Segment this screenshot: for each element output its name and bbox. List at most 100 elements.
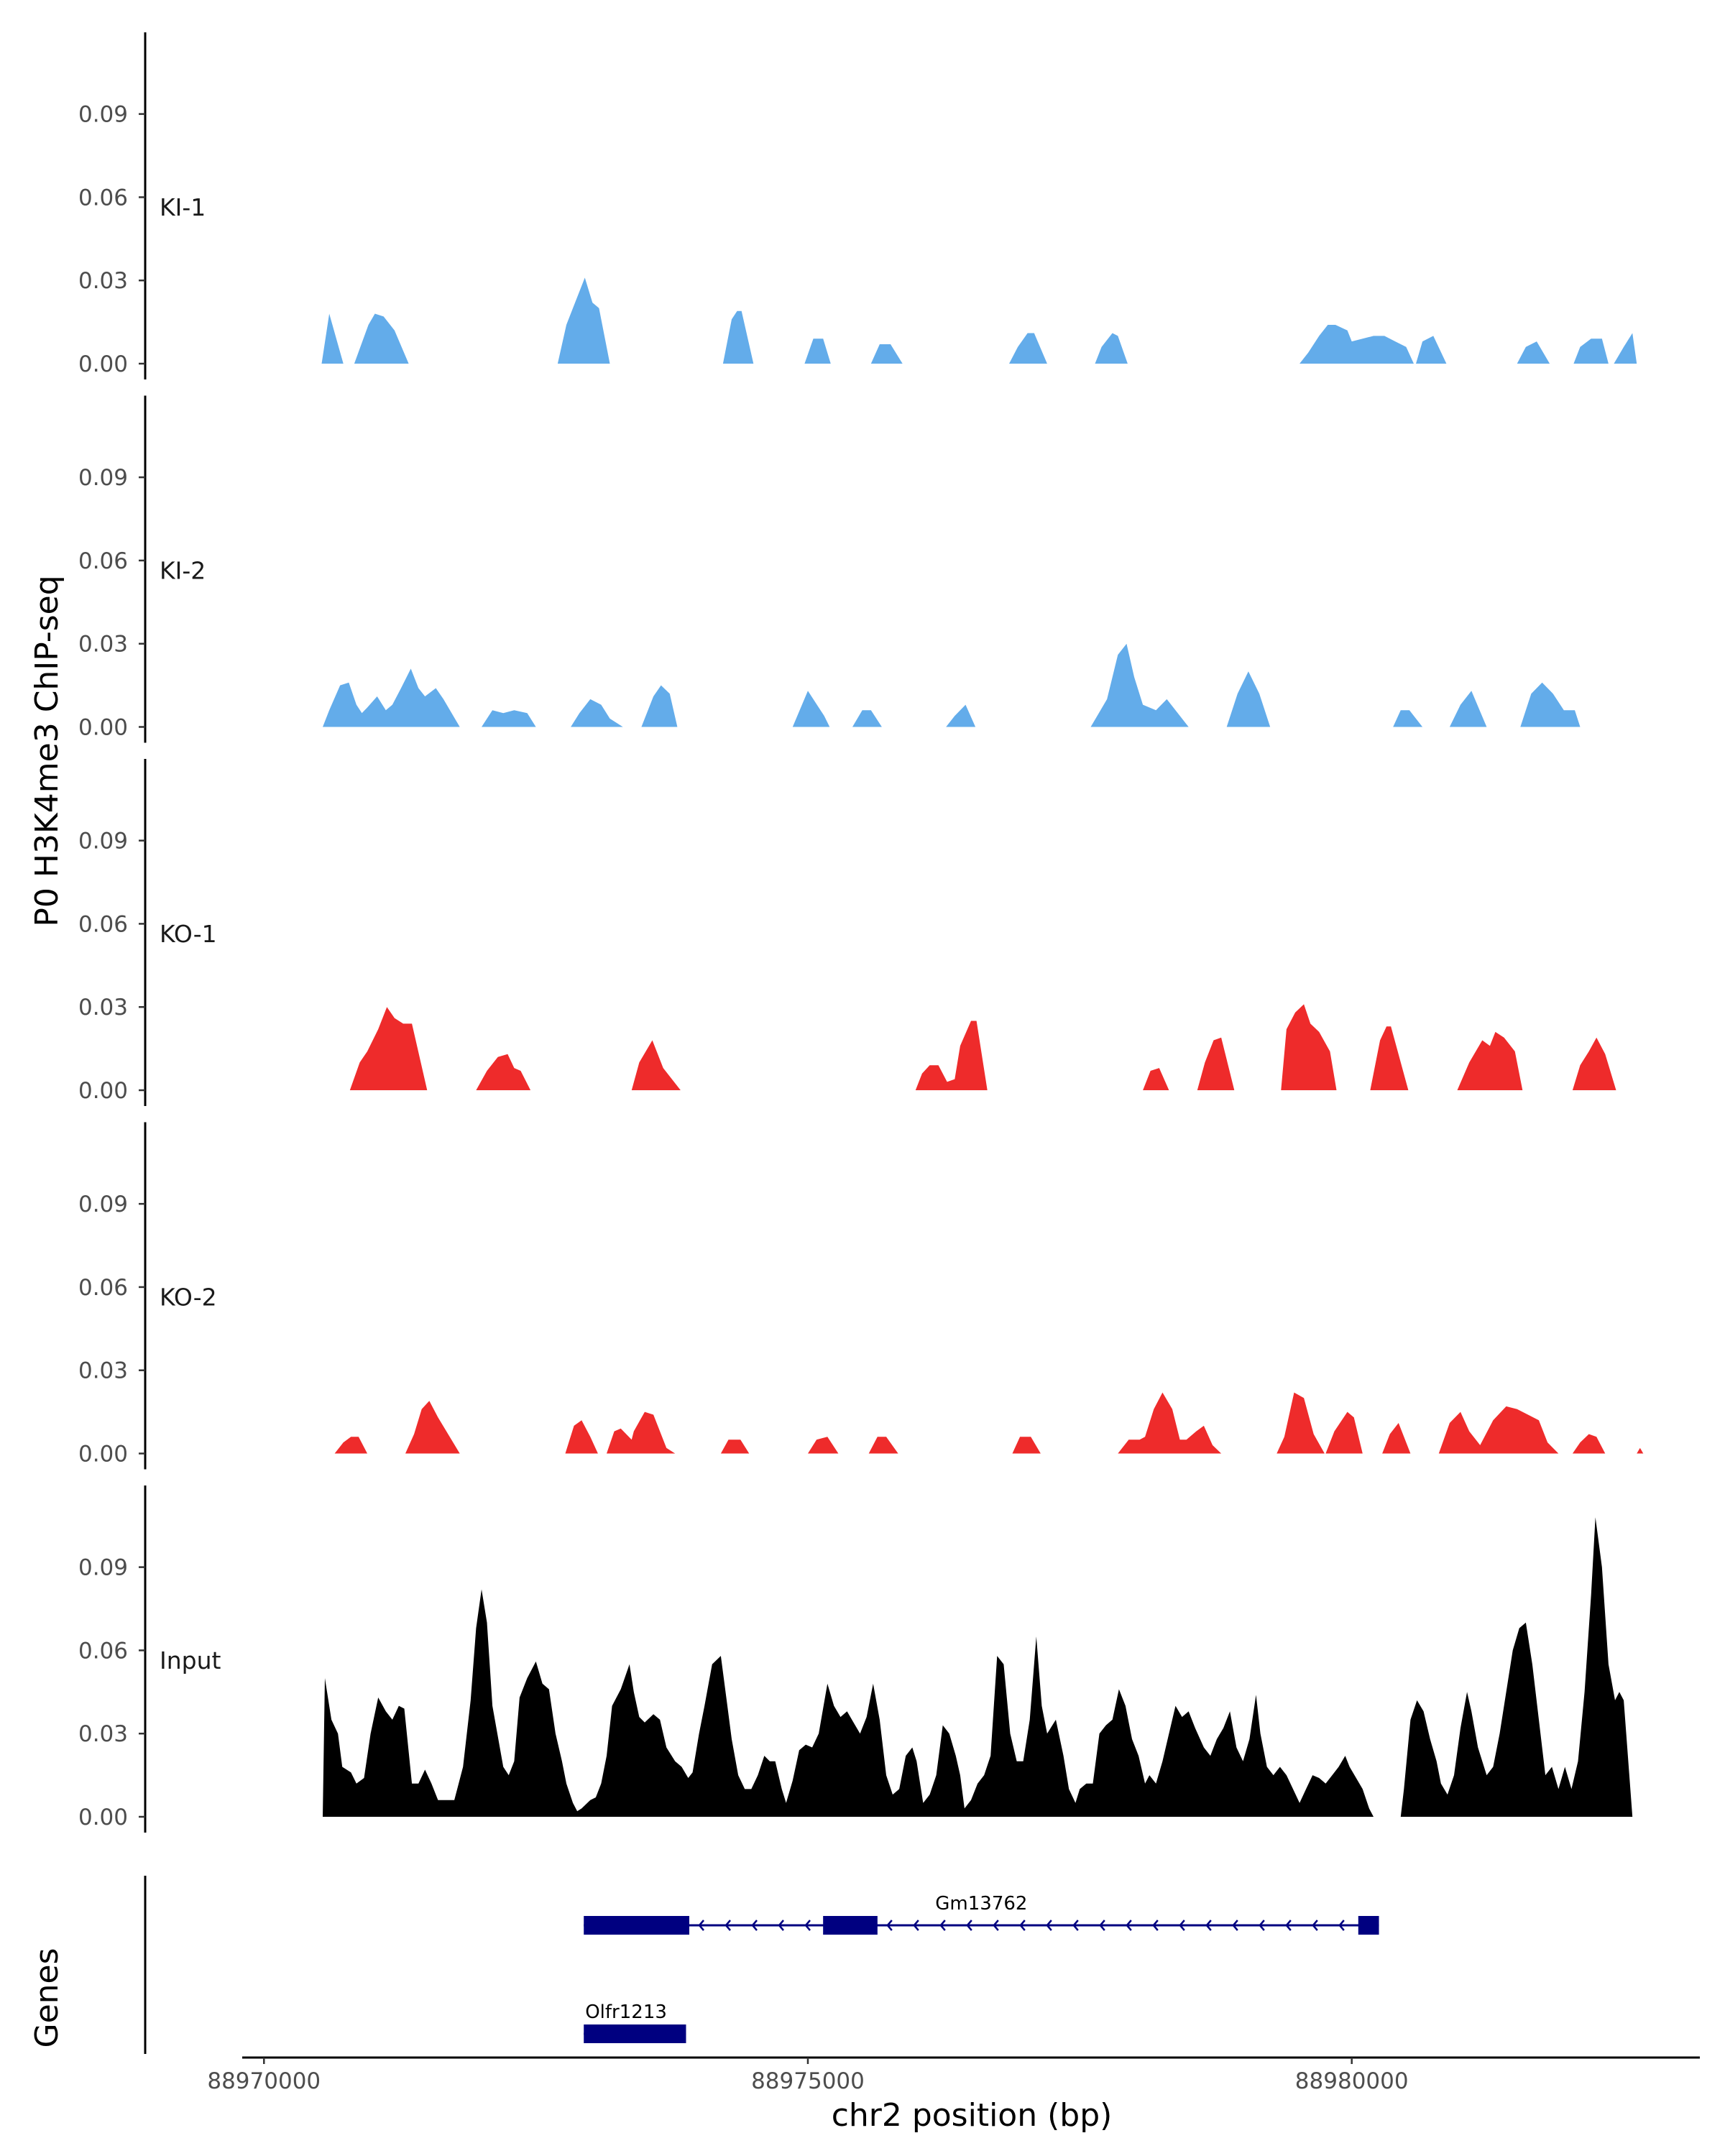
strand-arrow [1179, 1920, 1185, 1931]
exon [823, 1916, 878, 1935]
coverage-area [571, 699, 623, 727]
track-label: KI-2 [160, 557, 206, 585]
strand-arrow [886, 1920, 893, 1931]
coverage-area [1143, 1068, 1169, 1090]
gene-gm13762: Gm13762 [584, 1893, 1379, 1935]
coverage-area [870, 344, 903, 364]
coverage-area [1416, 336, 1447, 364]
coverage-area [565, 1420, 598, 1454]
gene-olfr1213: Olfr1213 [584, 2001, 686, 2043]
track-label: KI-1 [160, 193, 206, 221]
strand-arrow [1072, 1920, 1079, 1931]
y-tick-label: 0.09 [78, 465, 128, 491]
coverage-area [1009, 333, 1047, 364]
track-label: Input [160, 1646, 221, 1674]
coverage-area [722, 310, 754, 364]
strand-arrow [1232, 1920, 1238, 1931]
y-tick-label: 0.03 [78, 1358, 128, 1384]
coverage-area [323, 1589, 1374, 1817]
y-tick-label: 0.00 [78, 715, 128, 741]
y-tick-label: 0.03 [78, 995, 128, 1021]
strand-arrow [1019, 1920, 1026, 1931]
y-tick-label: 0.09 [78, 102, 128, 128]
strand-arrow [966, 1920, 972, 1931]
strand-arrow [1046, 1920, 1052, 1931]
strand-arrow [993, 1920, 999, 1931]
track-ki-2: 0.00 0.03 0.06 0.09 KI-2 [78, 395, 1581, 743]
coverage-tracks: 0.00 0.03 0.06 0.09 KI-1 0.00 0.03 0.06 0.09 KI-2… [78, 32, 1644, 1833]
coverage-area [631, 1040, 681, 1090]
strand-arrow [778, 1920, 784, 1931]
gene-label: Gm13762 [935, 1893, 1027, 1915]
x-tick-label: 88970000 [207, 2068, 321, 2094]
coverage-area [476, 1054, 531, 1090]
y-tick-label: 0.03 [78, 268, 128, 294]
strand-arrow [1312, 1920, 1318, 1931]
coverage-area [321, 313, 344, 364]
y-tick-label: 0.00 [78, 1805, 128, 1830]
track-ki-1: 0.00 0.03 0.06 0.09 KI-1 [78, 32, 1637, 379]
coverage-area [1400, 1517, 1633, 1817]
y-tick-label: 0.00 [78, 351, 128, 377]
coverage-area [1637, 1447, 1644, 1454]
coverage-area [808, 1437, 839, 1454]
strand-arrow [1099, 1920, 1105, 1931]
coverage-area [915, 1021, 988, 1090]
strand-arrow [724, 1920, 731, 1931]
coverage-area [349, 1007, 428, 1090]
coverage-area [1118, 1392, 1222, 1454]
x-axis-title: chr2 position (bp) [832, 2097, 1113, 2134]
strand-arrow [698, 1920, 704, 1931]
track-label: KO-1 [160, 920, 217, 948]
y-tick-label: 0.06 [78, 185, 128, 211]
coverage-area [334, 1437, 367, 1454]
coverage-area [720, 1439, 750, 1454]
track-label: KO-2 [160, 1284, 217, 1312]
coverage-area [405, 1401, 460, 1454]
coverage-area [792, 691, 830, 727]
coverage-area [1276, 1392, 1325, 1454]
coverage-area [1572, 1037, 1616, 1090]
x-tick-label: 88975000 [751, 2068, 865, 2094]
coverage-area [354, 313, 409, 364]
coverage-area [946, 704, 976, 727]
track-ko-2: 0.00 0.03 0.06 0.09 KO-2 [78, 1122, 1644, 1470]
strand-arrow [1126, 1920, 1132, 1931]
coverage-area [1457, 1031, 1523, 1090]
exon [584, 2024, 686, 2043]
y-tick-label: 0.06 [78, 1275, 128, 1301]
coverage-area [1449, 691, 1487, 727]
y-tick-label: 0.06 [78, 548, 128, 574]
coverage-area [323, 668, 460, 727]
coverage-area [1226, 671, 1271, 727]
coverage-area [1382, 1423, 1411, 1454]
strand-arrow [751, 1920, 758, 1931]
coverage-area [607, 1411, 676, 1454]
coverage-area [1438, 1406, 1559, 1454]
strand-arrow [1338, 1920, 1345, 1931]
exon [584, 1916, 690, 1935]
strand-arrow [1259, 1920, 1265, 1931]
coverage-area [1300, 325, 1414, 364]
x-tick-label: 88980000 [1295, 2068, 1409, 2094]
y-tick-label: 0.03 [78, 632, 128, 658]
coverage-area [1012, 1437, 1041, 1454]
coverage-area [1281, 1004, 1337, 1090]
y-tick-label: 0.09 [78, 1555, 128, 1581]
coverage-area [868, 1437, 898, 1454]
y-tick-label: 0.06 [78, 1638, 128, 1664]
exon [1358, 1916, 1379, 1935]
y-tick-label: 0.09 [78, 1192, 128, 1217]
coverage-area [1325, 1411, 1363, 1454]
y-tick-label: 0.00 [78, 1442, 128, 1468]
coverage-area [1095, 333, 1128, 364]
y-tick-label: 0.00 [78, 1078, 128, 1104]
track-ko-1: 0.00 0.03 0.06 0.09 KO-1 [78, 759, 1616, 1106]
genes-axis-title: Genes [29, 1948, 65, 2047]
strand-arrow [939, 1920, 946, 1931]
strand-arrow [1205, 1920, 1212, 1931]
coverage-area [641, 685, 678, 727]
coverage-area [1370, 1026, 1409, 1090]
y-tick-label: 0.06 [78, 911, 128, 937]
